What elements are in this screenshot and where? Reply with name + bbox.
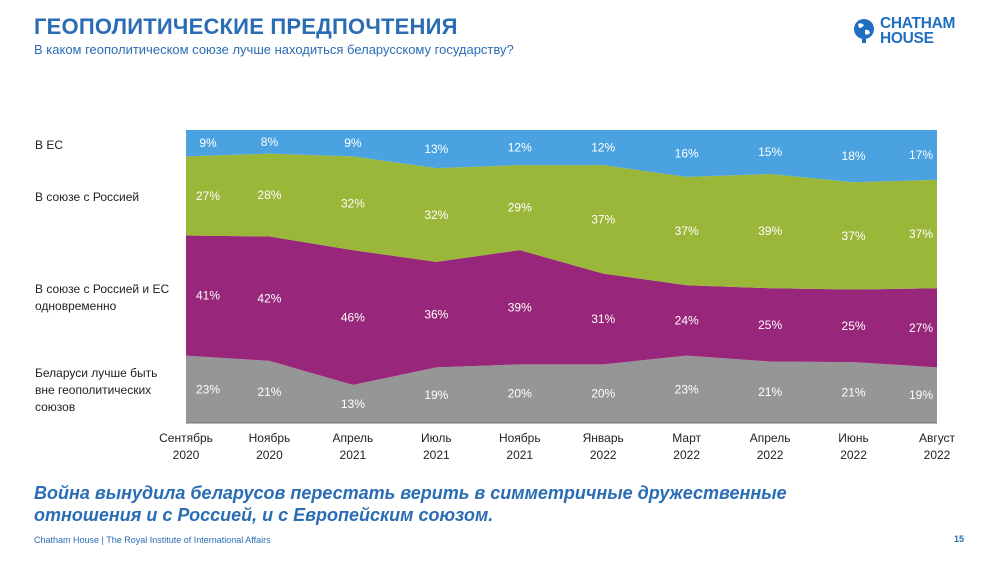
data-label: 32% — [424, 208, 448, 222]
x-tick-label: Январь 2022 — [582, 431, 624, 462]
data-label: 16% — [675, 146, 699, 160]
data-label: 23% — [675, 382, 699, 396]
legend-label-both: В союзе с Россией и ЕС одновременно — [35, 282, 170, 313]
data-label: 17% — [909, 148, 933, 162]
data-label: 27% — [196, 189, 220, 203]
data-label: 36% — [424, 308, 448, 322]
area-series-1 — [186, 235, 937, 385]
data-label: 8% — [261, 135, 279, 149]
data-label: 15% — [758, 145, 782, 159]
area-series-0 — [186, 355, 937, 423]
data-label: 41% — [196, 289, 220, 303]
x-tick-label: Март 2022 — [672, 431, 702, 462]
x-tick-label: Ноябрь 2021 — [498, 431, 541, 462]
data-label: 12% — [508, 141, 532, 155]
data-label: 39% — [508, 300, 532, 314]
data-label: 19% — [424, 388, 448, 402]
page-subtitle: В каком геополитическом союзе лучше нахо… — [34, 42, 514, 57]
data-label: 37% — [909, 227, 933, 241]
data-label: 37% — [842, 229, 866, 243]
data-label: 18% — [842, 149, 866, 163]
logo-line1: CHATHAM — [880, 15, 956, 32]
data-label: 19% — [909, 388, 933, 402]
area-series-2 — [186, 153, 937, 290]
data-label: 25% — [842, 319, 866, 333]
data-label: 12% — [591, 141, 615, 155]
data-label: 46% — [341, 311, 365, 325]
data-label: 9% — [344, 136, 362, 150]
x-tick-label: Апрель 2021 — [332, 431, 374, 462]
page-number: 15 — [953, 534, 964, 544]
data-label: 13% — [341, 397, 365, 411]
data-label: 29% — [508, 201, 532, 215]
x-tick-label: Апрель 2022 — [749, 431, 791, 462]
data-label: 31% — [591, 312, 615, 326]
conclusion-text: Война вынудила беларусов перестать верит… — [34, 482, 787, 526]
data-label: 9% — [199, 136, 217, 150]
area-series-3 — [186, 130, 937, 183]
footer-text: Chatham House | The Royal Institute of I… — [34, 535, 271, 545]
conclusion-line-1: Война вынудила беларусов перестать верит… — [34, 483, 787, 503]
chatham-house-logo: CHATHAM HOUSE — [852, 16, 955, 46]
logo-line2: HOUSE — [880, 30, 934, 47]
legend-label-russia: В союзе с Россией — [35, 190, 140, 204]
legend-label-none: Беларуси лучше быть вне геополитических … — [35, 366, 158, 414]
data-label: 37% — [675, 224, 699, 238]
data-label: 23% — [196, 382, 220, 396]
x-tick-label: Июль 2021 — [421, 431, 452, 462]
data-label: 37% — [591, 212, 615, 226]
data-label: 21% — [842, 386, 866, 400]
data-label: 20% — [591, 387, 615, 401]
data-label: 21% — [257, 385, 281, 399]
x-tick-label: Ноябрь 2020 — [248, 431, 291, 462]
data-label: 21% — [758, 385, 782, 399]
data-label: 13% — [424, 142, 448, 156]
data-label: 20% — [508, 387, 532, 401]
conclusion-line-2: отношения и с Россией, и с Европейским с… — [34, 505, 494, 525]
data-label: 32% — [341, 196, 365, 210]
x-tick-label: Август 2022 — [918, 431, 956, 462]
x-tick-label: Июнь 2022 — [838, 431, 869, 462]
data-label: 42% — [257, 292, 281, 306]
page-title: ГЕОПОЛИТИЧЕСКИЕ ПРЕДПОЧТЕНИЯ — [34, 14, 458, 39]
data-label: 39% — [758, 224, 782, 238]
data-label: 28% — [257, 188, 281, 202]
x-tick-label: Сентябрь 2020 — [159, 431, 213, 462]
data-label: 25% — [758, 318, 782, 332]
globe-icon — [854, 19, 874, 43]
data-label: 24% — [675, 313, 699, 327]
legend-label-eu: В ЕС — [35, 138, 64, 152]
data-label: 27% — [909, 321, 933, 335]
